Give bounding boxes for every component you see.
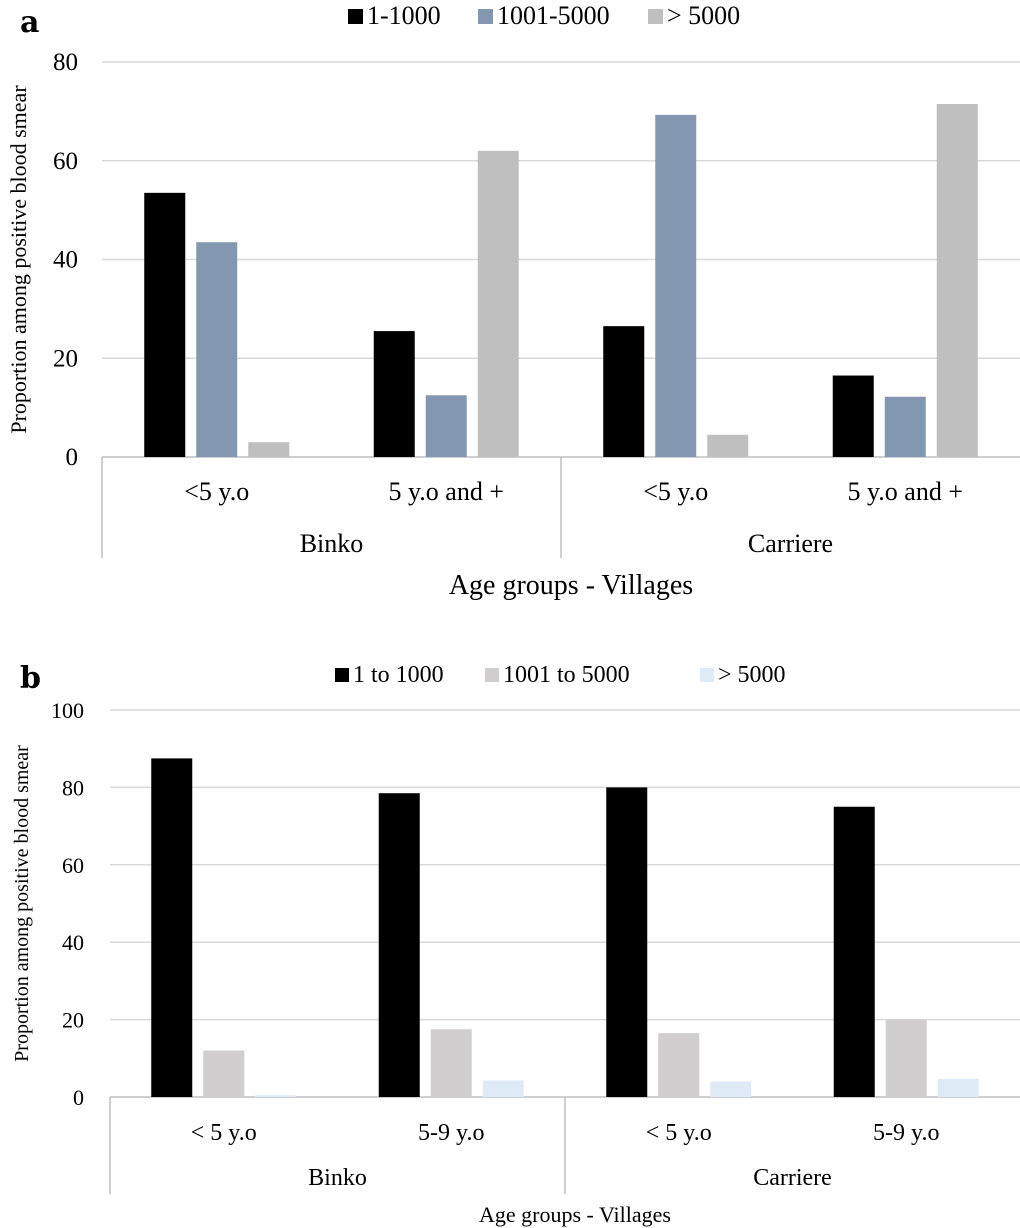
bar <box>378 793 420 1097</box>
bar <box>885 1019 927 1097</box>
y-tick-label: 20 <box>53 345 78 372</box>
bar <box>603 326 645 457</box>
bar <box>936 103 978 457</box>
bar <box>482 1080 524 1097</box>
bar <box>196 242 238 457</box>
group-label: Binko <box>308 1165 367 1191</box>
category-label: <5 y.o <box>643 477 708 506</box>
x-axis-title: Age groups - Villages <box>479 1202 671 1227</box>
bars <box>151 758 979 1097</box>
bar <box>248 442 290 457</box>
panel-letter: a <box>20 5 39 40</box>
x-axis-title: Age groups - Villages <box>449 570 693 601</box>
bar <box>884 396 926 457</box>
bar <box>655 114 697 458</box>
bar <box>710 1081 752 1097</box>
bars <box>144 103 978 458</box>
group-label: Binko <box>300 529 364 558</box>
legend-swatch <box>478 9 493 24</box>
legend-swatch <box>648 9 663 24</box>
bar <box>373 331 415 457</box>
legend-label: > 5000 <box>667 1 740 30</box>
y-tick-label: 60 <box>62 853 84 878</box>
bar <box>606 787 648 1097</box>
bar <box>144 192 186 457</box>
category-label: < 5 y.o <box>191 1120 257 1146</box>
bar <box>430 1029 472 1097</box>
y-tick-label: 80 <box>53 49 78 76</box>
y-tick-label: 60 <box>53 148 78 175</box>
panel-a-chart: a 1-1000 1001-5000 > 5000 0 20 40 60 80 Proportio… <box>6 1 1020 601</box>
legend: 1-1000 1001-5000 > 5000 <box>348 1 740 30</box>
group-label: Carriere <box>748 529 833 558</box>
y-tick-label: 40 <box>53 247 78 274</box>
category-label: <5 y.o <box>184 477 249 506</box>
bar <box>937 1078 979 1097</box>
bar <box>658 1033 700 1097</box>
legend-swatch <box>485 668 499 682</box>
bar <box>832 375 874 457</box>
bar <box>255 1095 297 1097</box>
y-axis-title: Proportion among positive blood smear <box>11 745 33 1062</box>
y-tick-label: 100 <box>51 698 84 723</box>
legend-label: 1-1000 <box>367 1 441 30</box>
y-tick-label: 80 <box>62 775 84 800</box>
bar <box>151 758 193 1097</box>
panel-letter: b <box>20 661 41 696</box>
legend-label: > 5000 <box>718 662 786 688</box>
bar <box>203 1050 245 1097</box>
gridlines <box>110 709 1020 1021</box>
bar <box>707 434 749 457</box>
y-tick-label: 0 <box>66 444 79 471</box>
y-tick-label: 20 <box>62 1008 84 1033</box>
group-label: Carriere <box>753 1165 832 1191</box>
legend-swatch <box>348 9 363 24</box>
y-tick-label: 0 <box>73 1085 84 1110</box>
y-axis-title: Proportion among positive blood smear <box>6 85 31 434</box>
legend-label: 1 to 1000 <box>353 662 444 688</box>
category-label: 5-9 y.o <box>418 1120 484 1146</box>
y-tick-label: 40 <box>62 930 84 955</box>
bar <box>833 806 875 1097</box>
bar <box>477 150 519 457</box>
bar <box>425 395 467 457</box>
legend-label: 1001 to 5000 <box>503 662 630 688</box>
category-label: 5 y.o and + <box>388 477 504 506</box>
legend-swatch <box>700 668 714 682</box>
legend: 1 to 1000 1001 to 5000 > 5000 <box>335 662 786 688</box>
category-label: 5 y.o and + <box>847 477 963 506</box>
gridlines <box>102 61 1020 359</box>
legend-swatch <box>335 668 349 682</box>
category-label: < 5 y.o <box>646 1120 712 1146</box>
panel-b-chart: b 1 to 1000 1001 to 5000 > 5000 0 20 40 60 80 100… <box>11 661 1020 1227</box>
category-label: 5-9 y.o <box>873 1120 939 1146</box>
legend-label: 1001-5000 <box>497 1 610 30</box>
